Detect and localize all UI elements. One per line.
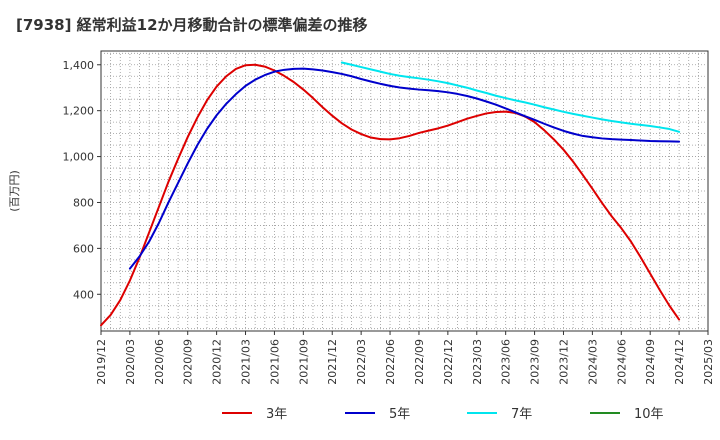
legend: 3年 5年 7年 10年 <box>222 407 664 422</box>
x-tick-label: 2025/03 <box>702 339 715 385</box>
x-tick-label: 2020/12 <box>211 339 224 385</box>
x-tick-label: 2023/06 <box>500 339 513 385</box>
x-tick-label: 2020/06 <box>153 339 166 385</box>
x-tick-label: 2023/09 <box>529 339 542 385</box>
x-tick-label: 2021/03 <box>240 339 253 385</box>
y-tick-label: 1,400 <box>63 59 95 72</box>
x-tick-label: 2022/09 <box>413 339 426 385</box>
y-axis-label: (百万円) <box>8 170 21 212</box>
x-tick-label: 2020/03 <box>124 339 137 385</box>
y-tick-label: 400 <box>73 288 94 301</box>
x-tick-label: 2021/09 <box>297 339 310 385</box>
y-ticks: 400 600 800 1,000 1,200 1,400 <box>63 59 101 301</box>
x-tick-label: 2021/12 <box>326 339 339 385</box>
x-tick-label: 2022/12 <box>442 339 455 385</box>
y-tick-label: 800 <box>73 196 94 209</box>
series-line-7年 <box>340 61 681 133</box>
x-tick-label: 2021/06 <box>268 339 281 385</box>
legend-label: 7年 <box>511 407 532 422</box>
x-tick-label: 2024/03 <box>586 339 599 385</box>
series-lines <box>100 61 681 327</box>
y-tick-label: 1,000 <box>63 151 95 164</box>
x-tick-label: 2020/09 <box>182 339 195 385</box>
x-ticks: 2019/12 2020/03 2020/06 2020/09 2020/12 2021/… <box>95 331 715 385</box>
y-tick-label: 1,200 <box>63 105 95 118</box>
series-line-5年 <box>128 67 681 270</box>
x-tick-label: 2024/12 <box>673 339 686 385</box>
x-tick-label: 2023/03 <box>471 339 484 385</box>
x-tick-label: 2024/06 <box>615 339 628 385</box>
x-tick-label: 2023/12 <box>557 339 570 385</box>
legend-label: 5年 <box>389 407 410 422</box>
y-tick-label: 600 <box>73 242 94 255</box>
chart-title: [7938] 経常利益12か月移動合計の標準偏差の推移 <box>16 16 368 34</box>
x-tick-label: 2019/12 <box>95 339 108 385</box>
legend-label: 10年 <box>634 407 664 422</box>
legend-label: 3年 <box>266 407 287 422</box>
x-tick-label: 2022/03 <box>355 339 368 385</box>
x-tick-label: 2022/06 <box>384 339 397 385</box>
x-tick-label: 2024/09 <box>644 339 657 385</box>
series-line-3年 <box>100 63 681 327</box>
